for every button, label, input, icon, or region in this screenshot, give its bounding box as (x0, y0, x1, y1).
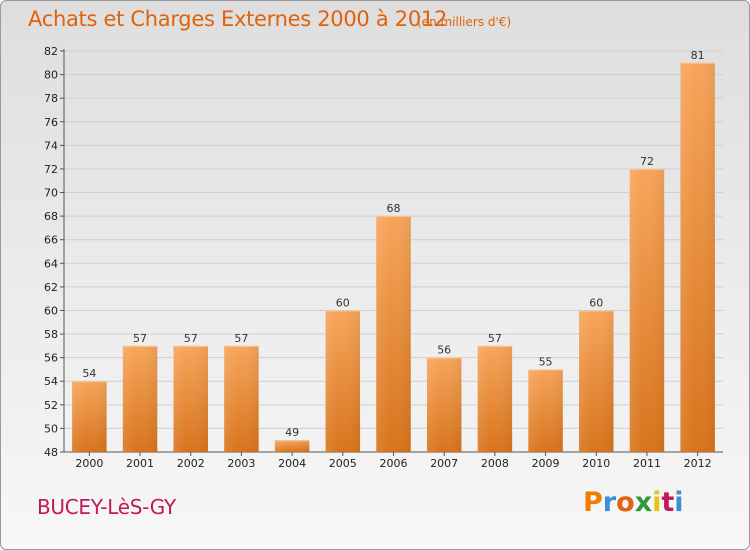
data-labels: 54 57 57 57 49 60 68 56 57 55 60 72 81 (82, 49, 704, 439)
y-tick-label: 66 (44, 234, 58, 247)
data-label-2007: 56 (437, 344, 451, 357)
bar-shine-2006 (376, 216, 411, 452)
y-tick-label: 48 (44, 446, 58, 459)
proxiti-logo: Proxiti (583, 487, 684, 518)
data-label-2003: 57 (234, 332, 248, 345)
data-label-2004: 49 (285, 426, 299, 439)
y-tick-label: 76 (44, 116, 58, 129)
logo-letter: i (652, 487, 662, 518)
x-tick-label-2009: 2009 (532, 457, 560, 470)
data-label-2010: 60 (589, 296, 603, 309)
logo-letter: r (602, 487, 617, 518)
bar-shine-2002 (173, 345, 208, 452)
commune-name: BUCEY-LèS-GY (37, 495, 176, 519)
bar-shine-2011 (629, 168, 665, 453)
data-label-2002: 57 (184, 332, 198, 345)
x-tick-label-2005: 2005 (329, 457, 357, 470)
y-tick-label: 72 (44, 163, 58, 176)
y-tick-label: 70 (44, 187, 58, 200)
bar-shine-2008 (477, 345, 513, 452)
logo-letter: o (616, 487, 635, 518)
bar-shine-2001 (122, 345, 158, 452)
y-tick-label: 80 (44, 69, 58, 82)
x-tick-label-2010: 2010 (582, 457, 610, 470)
x-tick-label-2012: 2012 (684, 457, 712, 470)
logo-letter: x (634, 487, 653, 518)
logo-letter: i (674, 487, 684, 518)
x-tick-label-2002: 2002 (177, 457, 205, 470)
y-tick-label: 60 (44, 304, 58, 317)
x-tick-label-2007: 2007 (430, 457, 458, 470)
bars (72, 62, 715, 453)
bar-shine-2009 (528, 369, 563, 452)
y-tick-label: 68 (44, 210, 58, 223)
y-tick-label: 74 (44, 139, 58, 152)
data-label-2005: 60 (336, 296, 350, 309)
bar-shine-2004 (274, 440, 310, 452)
y-tick-label: 62 (44, 281, 58, 294)
x-tick-label-2006: 2006 (380, 457, 408, 470)
data-label-2009: 55 (539, 355, 553, 368)
data-label-2011: 72 (640, 155, 654, 168)
chart-title: Achats et Charges Externes 2000 à 2012 (28, 7, 448, 31)
y-tick-label: 78 (44, 92, 58, 105)
x-tick-label-2008: 2008 (481, 457, 509, 470)
data-label-2001: 57 (133, 332, 147, 345)
bar-shine-2003 (224, 345, 259, 452)
data-label-2000: 54 (82, 367, 96, 380)
data-label-2006: 68 (387, 202, 401, 215)
chart-subtitle: (en milliers d'€) (417, 15, 512, 29)
x-tick-label-2001: 2001 (126, 457, 154, 470)
y-tick-label: 54 (44, 375, 58, 388)
y-tick-label: 50 (44, 422, 58, 435)
y-tick-label: 52 (44, 399, 58, 412)
x-tick-label-2011: 2011 (633, 457, 661, 470)
data-label-2008: 57 (488, 332, 502, 345)
bar-shine-2010 (579, 310, 614, 452)
y-tick-label: 56 (44, 352, 58, 365)
bar-shine-2005 (325, 310, 361, 452)
y-tick-label: 82 (44, 45, 58, 58)
y-tick-label: 64 (44, 257, 58, 270)
logo-letter: P (583, 487, 603, 518)
bar-shine-2007 (426, 357, 462, 452)
y-tick-label: 58 (44, 328, 58, 341)
logo-letter: t (661, 487, 675, 518)
data-label-2012: 81 (691, 49, 705, 62)
x-tick-label-2004: 2004 (278, 457, 306, 470)
x-tick-label-2003: 2003 (227, 457, 255, 470)
bar-shine-2000 (72, 381, 107, 452)
bar-shine-2012 (680, 62, 715, 452)
x-tick-label-2000: 2000 (75, 457, 103, 470)
